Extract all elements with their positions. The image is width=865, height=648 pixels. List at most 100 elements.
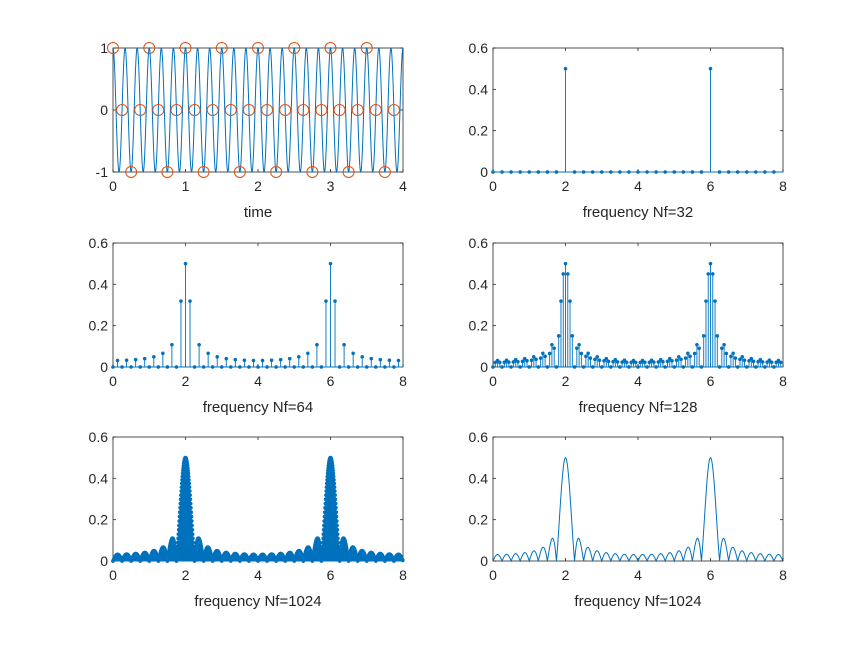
stem-marker <box>186 477 191 482</box>
stem-marker <box>188 505 193 510</box>
stem-marker <box>665 359 670 364</box>
y-tick-label: 1 <box>100 40 108 56</box>
stem-marker <box>215 354 220 359</box>
stem-marker <box>189 514 194 519</box>
stem-marker <box>516 359 520 364</box>
stem-marker <box>332 489 337 494</box>
stem-marker <box>538 356 543 360</box>
stem-marker <box>706 272 711 276</box>
stem-marker <box>688 354 692 359</box>
x-tick-label: 3 <box>327 178 335 194</box>
sample-marker <box>252 42 264 54</box>
stem-marker <box>336 540 341 545</box>
stem-marker <box>115 358 120 363</box>
stem-marker <box>565 272 570 276</box>
stem-marker <box>334 519 339 524</box>
stem-marker <box>767 358 772 363</box>
y-tick-label: 0.6 <box>469 235 489 251</box>
stem-marker <box>733 356 738 360</box>
stem-marker <box>335 536 340 541</box>
x-tick-label: 0 <box>109 567 117 583</box>
stem-marker <box>387 358 392 363</box>
stem-marker <box>670 358 674 363</box>
stem-marker <box>333 299 337 303</box>
stem-marker <box>342 342 346 347</box>
stem-marker <box>729 354 733 359</box>
sample-marker <box>306 166 319 178</box>
sample-marker <box>333 104 346 116</box>
stem-marker <box>606 359 611 364</box>
stem-marker <box>722 342 726 347</box>
x-axis-label: time <box>244 204 272 221</box>
y-tick-label: 0.2 <box>469 318 489 334</box>
stem-marker <box>550 342 554 347</box>
stem-marker <box>188 299 192 303</box>
stem-marker <box>520 359 525 364</box>
stem-marker <box>187 485 192 490</box>
stem-marker <box>190 527 195 532</box>
stem-marker <box>692 351 697 356</box>
stem-marker <box>715 334 720 338</box>
x-tick-label: 2 <box>562 178 570 194</box>
x-tick-label: 0 <box>109 373 117 389</box>
stem-marker <box>563 261 568 266</box>
stem-marker <box>187 481 192 486</box>
stem-marker <box>191 540 196 545</box>
x-tick-label: 2 <box>182 373 190 389</box>
stem-marker <box>760 360 765 364</box>
stem-marker <box>151 354 156 359</box>
stem-marker <box>351 351 356 356</box>
stem-marker <box>369 356 374 361</box>
spectrum-line <box>492 457 784 563</box>
y-tick-label: 0.4 <box>89 470 109 486</box>
stem-marker <box>360 354 365 359</box>
y-tick-label: 0.6 <box>469 429 489 445</box>
y-tick-label: 0.2 <box>469 512 489 528</box>
stem-marker <box>704 299 708 303</box>
stem-marker <box>604 356 609 361</box>
x-tick-label: 8 <box>779 373 787 389</box>
stem-marker <box>315 342 319 347</box>
stem-marker <box>685 351 690 356</box>
x-tick-label: 4 <box>254 373 262 389</box>
y-tick-label: 0 <box>480 553 488 569</box>
stem-marker <box>611 359 615 364</box>
sample-marker <box>143 42 156 54</box>
stem-marker <box>647 360 652 365</box>
stem-marker <box>561 272 566 276</box>
sample-marker <box>152 104 165 116</box>
stem-marker <box>396 358 401 363</box>
sample-marker <box>116 104 129 116</box>
y-tick-label: 0.2 <box>469 123 489 139</box>
sample-marker <box>297 104 310 116</box>
stem-marker <box>335 523 339 528</box>
x-tick-label: 6 <box>327 567 335 583</box>
sample-marker <box>206 104 219 116</box>
y-tick-label: 0 <box>480 164 488 180</box>
stem-marker <box>738 357 742 362</box>
stem-marker <box>710 272 715 276</box>
stem-marker <box>189 519 194 524</box>
stem-marker <box>529 358 534 363</box>
stem-marker <box>186 471 191 476</box>
stem-marker <box>701 334 706 338</box>
x-tick-label: 8 <box>399 567 407 583</box>
y-tick-label: 0 <box>480 359 488 375</box>
stem-marker <box>749 356 754 361</box>
sample-marker <box>179 42 192 54</box>
stem-marker <box>568 299 572 303</box>
y-tick-label: 0.4 <box>469 470 489 486</box>
stem-marker <box>674 358 679 363</box>
subplot-nf1024-stem: 0 2 4 6 8 0 0.2 0.4 0.6 frequency Nf=1024 <box>89 429 408 610</box>
stem-marker <box>400 558 405 563</box>
stem-marker <box>197 342 201 347</box>
sample-marker <box>270 166 283 178</box>
stem-marker <box>333 493 337 498</box>
x-tick-label: 0 <box>489 178 497 194</box>
sample-marker <box>279 104 292 116</box>
y-tick-label: 0 <box>100 102 108 118</box>
stem-marker <box>719 346 724 351</box>
stem-marker <box>584 354 588 359</box>
x-axis-label: frequency Nf=1024 <box>194 593 321 610</box>
